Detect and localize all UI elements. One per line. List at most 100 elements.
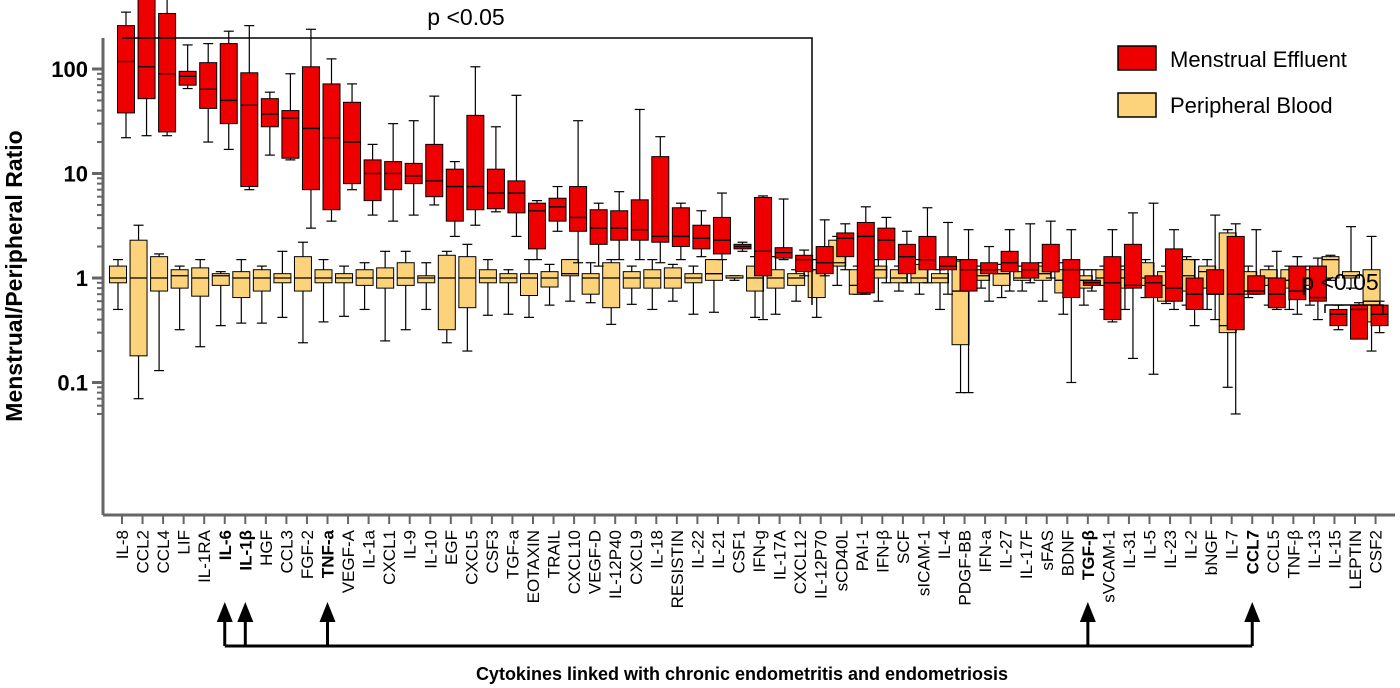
x-tick-label-28: IL-22 [688,530,707,569]
box-menstrual-35 [836,223,855,271]
box-menstrual-42 [980,245,999,302]
x-tick-label-48: sVCAM-1 [1099,530,1118,603]
box-iqr [293,256,312,292]
x-tick-label-20: EOTAXIN [524,530,543,603]
x-tick-label-26: IL-18 [647,530,666,569]
x-tick-label-11: VEGF-A [339,529,358,593]
arrow-up-icon [319,602,336,622]
box-menstrual-56 [1267,250,1286,311]
arrow-up-icon [1079,602,1096,622]
sig-bracket-main [122,37,813,305]
legend-swatch-peripheral [1117,92,1157,118]
x-tick-label-59: IL-15 [1325,530,1344,569]
box-menstrual-49 [1123,212,1142,360]
y-tick-label: 10 [64,162,88,187]
x-tick-label-61: CSF2 [1367,530,1386,573]
box-iqr [589,209,608,245]
box-menstrual-28 [692,210,711,258]
x-tick-label-9: FGF-2 [298,530,317,579]
box-iqr [219,43,238,125]
box-menstrual-14 [404,120,423,216]
box-iqr [211,273,230,286]
x-tick-label-39: sICAM-1 [914,530,933,596]
box-menstrual-57 [1288,256,1307,315]
box-iqr [1226,235,1245,331]
boxes-layer [109,0,1389,415]
box-peripheral-30 [725,275,744,281]
y-tick-label: 100 [51,57,88,82]
box-menstrual-3 [178,44,197,90]
box-menstrual-51 [1165,229,1184,311]
x-tick-label-3: LIF [175,530,194,555]
box-iqr [1000,250,1019,273]
box-iqr [602,262,621,309]
box-iqr [396,262,415,286]
box-menstrual-17 [466,66,485,226]
box-menstrual-22 [569,120,588,264]
box-menstrual-18 [486,126,505,213]
x-tick-label-17: CXCL5 [462,530,481,585]
box-iqr [478,269,497,284]
box-menstrual-36 [856,206,875,295]
box-iqr [569,186,588,232]
box-menstrual-53 [1206,214,1225,321]
box-iqr [1247,275,1266,295]
x-tick-label-33: CXCL12 [791,530,810,594]
box-iqr [1308,265,1327,302]
box-iqr [507,180,526,214]
x-tick-label-36: PAI-1 [853,530,872,571]
box-menstrual-31 [754,195,773,321]
box-peripheral-22 [561,258,580,302]
box-iqr [1144,275,1163,299]
x-tick-label-43: IL-27 [997,530,1016,569]
x-tick-label-23: VEGF-D [586,530,605,594]
box-iqr [117,25,135,114]
box-menstrual-52 [1185,258,1204,327]
box-iqr [561,259,580,277]
box-iqr [815,246,834,275]
x-tick-label-46: BDNF [1058,530,1077,576]
box-iqr [548,197,567,222]
box-peripheral-14 [396,250,415,331]
box-iqr [363,159,382,202]
box-peripheral-2 [150,253,169,372]
arrow-up-icon [237,602,254,622]
box-menstrual-48 [1103,229,1122,323]
box-iqr [343,101,362,185]
box-iqr [137,0,156,100]
box-iqr [1041,243,1060,273]
box-iqr [1206,269,1225,295]
box-menstrual-41 [959,229,978,394]
box-peripheral-23 [581,262,600,304]
box-iqr [520,273,538,297]
box-menstrual-30 [733,241,752,252]
box-iqr [170,269,189,289]
x-tick-label-13: CXCL1 [380,530,399,585]
box-iqr [281,110,300,159]
box-menstrual-26 [651,136,670,264]
box-peripheral-27 [663,263,682,302]
box-iqr [129,239,148,357]
box-iqr [191,267,210,297]
x-tick-label-10: TNF-a [319,529,338,578]
x-tick-label-27: RESISTIN [668,530,687,608]
box-iqr [939,256,957,271]
x-tick-label-8: CCL3 [277,530,296,573]
box-menstrual-54 [1226,223,1245,415]
x-tick-label-45: sFAS [1038,530,1057,571]
x-tick-label-12: IL-1a [360,529,379,568]
ticks-layer: 0.11101001000 [51,57,103,415]
box-peripheral-15 [417,262,436,311]
box-menstrual-0 [117,11,135,139]
x-tick-label-55: CCL7 [1243,530,1262,574]
x-tick-label-32: IL-17A [771,529,790,580]
box-iqr [795,254,814,273]
box-menstrual-11 [343,83,362,191]
box-peripheral-25 [622,265,641,305]
box-menstrual-10 [322,58,341,222]
x-tick-label-51: IL-23 [1161,530,1180,569]
box-iqr [445,168,464,222]
x-tick-label-35: sCD40L [832,530,851,591]
box-menstrual-1 [137,0,156,137]
